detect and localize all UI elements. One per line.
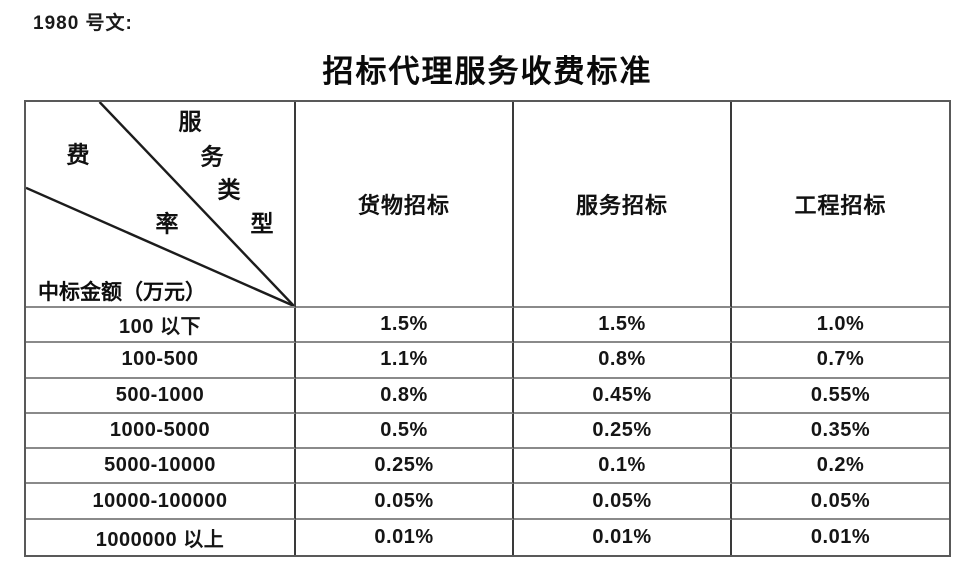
fee-value: 0.05% — [296, 484, 514, 520]
fee-value: 0.8% — [296, 378, 514, 414]
fee-value: 1.1% — [296, 343, 514, 379]
fee-value: 0.7% — [732, 343, 949, 379]
corner-col-axis-char: 服 — [178, 109, 202, 135]
corner-fee-axis-char: 费 — [66, 142, 90, 168]
fee-value: 0.5% — [296, 413, 514, 450]
corner-col-axis-char: 务 — [200, 144, 224, 170]
fee-value: 0.01% — [810, 525, 871, 548]
fee-value: 0.05% — [732, 484, 949, 520]
column-header-works: 工程招标 — [732, 102, 949, 308]
fee-value: 0.25% — [296, 449, 514, 485]
row-label: 100-500 — [26, 343, 296, 379]
fee-value: 0.8% — [514, 343, 732, 379]
fee-value: 0.05% — [514, 484, 732, 520]
column-header-services: 服务招标 — [514, 102, 732, 308]
row-label: 5000-10000 — [26, 449, 296, 485]
row-label: 1000000 以上 — [26, 519, 296, 555]
doc-number: 1980 号文: — [33, 13, 133, 34]
fee-value: 0.35% — [732, 414, 949, 450]
fee-value: 0.2% — [732, 449, 949, 485]
column-header-goods: 货物招标 — [296, 102, 514, 308]
fee-value: 1.5% — [514, 308, 732, 344]
fee-value: 0.55% — [732, 379, 949, 414]
row-label: 10000-100000 — [26, 484, 296, 520]
diagonal-divider-lines — [26, 102, 294, 306]
fee-value: 1.0% — [732, 308, 949, 344]
fee-value: 0.25% — [514, 413, 732, 450]
page-title: 招标代理服务收费标准 — [322, 54, 653, 89]
fee-value: 0.1% — [514, 449, 732, 485]
fee-value: 0.01% — [296, 519, 514, 555]
table-corner-cell: 服 务 类 型 费 率 中标金额（万元） — [26, 102, 296, 308]
fee-table: 服 务 类 型 费 率 中标金额（万元） 货物招标 服务招标 工程招标 100 … — [24, 100, 951, 557]
row-label: 500-1000 — [26, 378, 296, 414]
fee-value: 1.5% — [296, 308, 514, 344]
row-label: 100 以下 — [26, 308, 296, 344]
row-label: 1000-5000 — [26, 413, 296, 450]
row-axis-label: 中标金额（万元） — [38, 280, 206, 304]
corner-col-axis-char: 类 — [217, 177, 241, 203]
corner-fee-axis-char: 率 — [155, 211, 179, 237]
corner-col-axis-char: 型 — [250, 211, 274, 237]
fee-value: 0.45% — [514, 378, 732, 414]
fee-value: 0.01% — [514, 519, 732, 555]
